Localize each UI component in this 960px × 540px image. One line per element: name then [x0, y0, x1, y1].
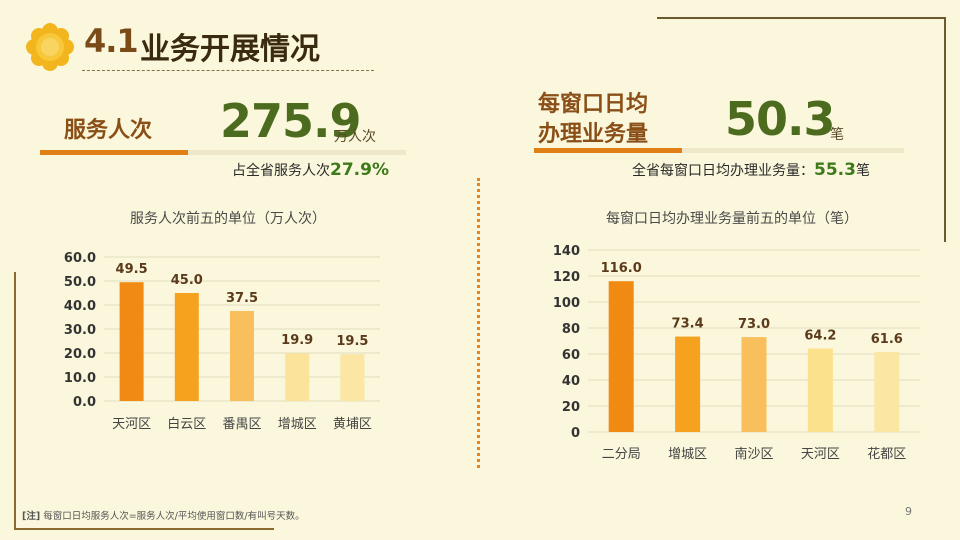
kpi-window-note-text: 全省每窗口日均办理业务量： — [632, 163, 814, 179]
bar-value-label: 37.5 — [226, 291, 258, 306]
category-label: 天河区 — [112, 417, 151, 432]
category-label: 南沙区 — [734, 446, 773, 462]
y-tick-label: 60 — [562, 348, 580, 363]
frame-bottom-line — [14, 528, 274, 530]
bar-value-label: 49.5 — [116, 262, 148, 277]
dotted-divider — [477, 178, 480, 468]
kpi-window-label-line1: 每窗口日均 — [538, 92, 649, 117]
bar-value-label: 64.2 — [804, 329, 836, 344]
bar-value-label: 73.4 — [672, 317, 704, 332]
kpi-window-note-suffix: 笔 — [855, 163, 870, 179]
frame-right-line — [944, 17, 946, 242]
bar — [741, 337, 767, 432]
kpi-service-note: 占全省服务人次27.9% — [232, 160, 389, 180]
kpi-service-note-value: 27.9% — [330, 160, 389, 180]
bar-value-label: 61.6 — [871, 332, 903, 347]
bar — [807, 348, 833, 432]
kpi-window-value: 50.3 — [725, 92, 835, 146]
kpi-service-value: 275.9 — [220, 94, 362, 148]
section-number: 4.1 — [84, 22, 139, 60]
bar — [119, 282, 144, 401]
kpi-service-unit: 万人次 — [334, 129, 376, 145]
frame-left-line — [14, 272, 16, 530]
category-label: 二分局 — [602, 447, 641, 462]
footnote-tag: [注] — [22, 511, 41, 522]
bar — [675, 336, 701, 432]
kpi-window-note-value: 55.3 — [814, 160, 856, 180]
kpi-right-underline — [682, 148, 904, 153]
y-tick-label: 0.0 — [73, 395, 96, 410]
category-label: 白云区 — [167, 416, 206, 432]
category-label: 增城区 — [278, 417, 317, 432]
category-label: 花都区 — [867, 446, 906, 462]
kpi-window-label-line2: 办理业务量 — [538, 122, 649, 147]
category-label: 增城区 — [668, 447, 707, 462]
bar-value-label: 45.0 — [171, 273, 203, 288]
y-tick-label: 120 — [553, 270, 580, 285]
y-tick-label: 40.0 — [64, 299, 96, 314]
kpi-left-underline — [188, 150, 406, 155]
bar-value-label: 116.0 — [601, 261, 642, 276]
y-tick-label: 0 — [571, 426, 580, 441]
category-label: 番禺区 — [222, 417, 261, 432]
bar-value-label: 19.9 — [281, 333, 313, 348]
bar — [230, 311, 254, 401]
y-tick-label: 60.0 — [64, 251, 96, 266]
page-title: 业务开展情况 — [140, 32, 320, 67]
y-tick-label: 20 — [562, 400, 580, 415]
kpi-left-underline-accent — [40, 150, 188, 155]
footnote-text: 每窗口日均服务人次=服务人次/平均使用窗口数/有叫号天数。 — [43, 511, 305, 522]
y-tick-label: 20.0 — [64, 347, 96, 362]
bar — [285, 353, 310, 401]
bar — [608, 281, 634, 432]
title-underline — [82, 70, 374, 71]
frame-top-line — [657, 17, 946, 19]
bar — [340, 354, 365, 401]
bar-value-label: 73.0 — [738, 317, 770, 332]
y-tick-label: 50.0 — [64, 275, 96, 290]
y-tick-label: 30.0 — [64, 323, 96, 338]
chart-right-title: 每窗口日均办理业务量前五的单位（笔） — [606, 211, 858, 227]
bar — [174, 293, 199, 401]
page-number: 9 — [905, 505, 912, 518]
kpi-window-unit: 笔 — [830, 127, 844, 143]
bar-value-label: 19.5 — [336, 334, 368, 349]
y-tick-label: 80 — [562, 322, 580, 337]
category-label: 黄埔区 — [333, 417, 372, 432]
y-tick-label: 40 — [562, 374, 580, 389]
y-tick-label: 100 — [553, 296, 580, 311]
kpi-right-underline-accent — [534, 148, 682, 153]
flower-logo-icon — [26, 23, 74, 71]
kpi-service-note-text: 占全省服务人次 — [232, 163, 330, 179]
y-tick-label: 140 — [553, 244, 580, 259]
kpi-window-note: 全省每窗口日均办理业务量：55.3笔 — [632, 160, 870, 180]
category-label: 天河区 — [801, 447, 840, 462]
kpi-service-label: 服务人次 — [64, 118, 153, 143]
footnote: [注] 每窗口日均服务人次=服务人次/平均使用窗口数/有叫号天数。 — [22, 508, 305, 522]
chart-left-title: 服务人次前五的单位（万人次） — [130, 211, 326, 227]
bar — [874, 351, 900, 432]
y-tick-label: 10.0 — [64, 371, 96, 386]
